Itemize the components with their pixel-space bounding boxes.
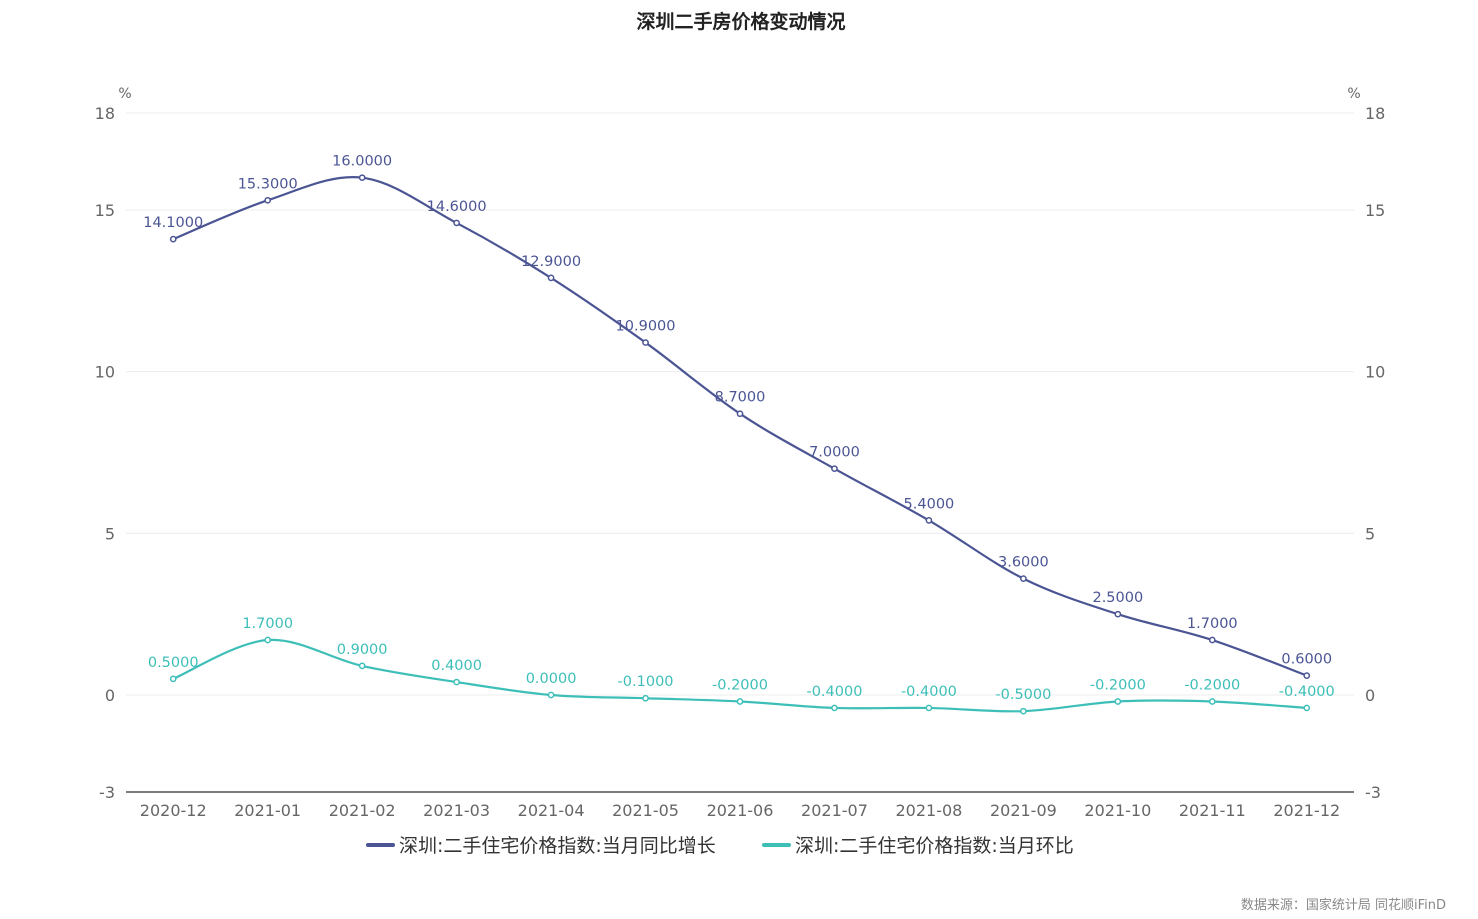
data-point[interactable] (1114, 698, 1122, 705)
data-label: 8.7000 (715, 390, 766, 406)
right-tick-label: 10 (1365, 363, 1385, 382)
data-point[interactable] (831, 704, 838, 712)
data-point[interactable] (736, 698, 744, 705)
data-point[interactable] (358, 174, 366, 182)
data-label: 0.5000 (148, 655, 199, 671)
x-tick-label: 2021-09 (990, 801, 1057, 820)
data-point[interactable] (831, 465, 838, 473)
data-label: 3.6000 (998, 555, 1049, 571)
source-note: 数据来源：国家统计局 同花顺iFinD (1241, 897, 1446, 913)
data-label: 5.4000 (904, 496, 955, 512)
data-label: -0.4000 (1279, 684, 1335, 700)
left-axis-ticks: -3 0 5 10 15 18 (95, 104, 115, 802)
grid-lines (126, 112, 1354, 793)
x-tick-label: 2020-12 (140, 801, 207, 820)
left-tick-label: 0 (105, 686, 115, 705)
data-point[interactable] (925, 517, 933, 524)
data-point[interactable] (1303, 672, 1311, 679)
data-label: 0.4000 (431, 658, 482, 674)
left-tick-label: 18 (95, 104, 115, 123)
left-tick-label: 15 (95, 201, 115, 220)
right-tick-label: -3 (1365, 783, 1381, 802)
left-axis-unit: % (118, 86, 131, 102)
data-label: 0.6000 (1281, 652, 1332, 668)
data-label: -0.4000 (901, 684, 957, 700)
legend-label-0[interactable]: 深圳:二手住宅价格指数:当月同比增长 (399, 835, 716, 857)
data-point[interactable] (453, 219, 460, 227)
data-point[interactable] (736, 410, 744, 418)
chart-title: 深圳二手房价格变动情况 (636, 10, 845, 33)
series-layer (169, 174, 1311, 715)
legend[interactable]: 深圳:二手住宅价格指数:当月同比增长 深圳:二手住宅价格指数:当月环比 (366, 835, 1074, 857)
data-label: 12.9000 (521, 254, 581, 270)
data-point[interactable] (1208, 698, 1216, 705)
left-tick-label: 5 (105, 524, 115, 543)
x-tick-label: 2021-05 (612, 801, 679, 820)
right-tick-label: 5 (1365, 524, 1375, 543)
right-tick-label: 15 (1365, 201, 1385, 220)
data-label: -0.1000 (618, 674, 674, 690)
x-tick-label: 2021-03 (423, 801, 490, 820)
data-label: 0.9000 (337, 642, 388, 658)
x-tick-label: 2021-01 (234, 801, 301, 820)
data-label: 14.6000 (427, 199, 487, 215)
data-label: 15.3000 (238, 176, 298, 192)
data-label: 2.5000 (1092, 590, 1143, 606)
data-point[interactable] (1114, 610, 1122, 618)
data-point[interactable] (1020, 575, 1027, 582)
data-point[interactable] (642, 694, 649, 702)
x-tick-label: 2021-06 (707, 801, 774, 820)
data-label: 16.0000 (332, 154, 392, 170)
x-axis-ticks: 2020-12 2021-01 2021-02 2021-03 2021-04 2021-… (140, 801, 1340, 820)
right-axis-unit: % (1347, 86, 1360, 102)
data-label: -0.5000 (995, 687, 1051, 703)
data-labels-layer: 14.1000 15.3000 16.0000 14.6000 12.9000 10.90… (143, 154, 1335, 704)
x-tick-label: 2021-07 (801, 801, 868, 820)
x-tick-label: 2021-10 (1084, 801, 1151, 820)
data-label: 1.7000 (1187, 616, 1238, 632)
right-tick-label: 0 (1365, 686, 1375, 705)
data-point[interactable] (1020, 707, 1027, 715)
data-point[interactable] (925, 704, 933, 712)
left-tick-label: 10 (95, 363, 115, 382)
x-tick-label: 2021-12 (1273, 801, 1340, 820)
data-point[interactable] (453, 678, 460, 686)
data-label: -0.4000 (806, 684, 862, 700)
data-point[interactable] (169, 235, 177, 243)
data-point[interactable] (547, 274, 555, 282)
left-tick-label: -3 (99, 783, 115, 802)
data-label: 10.9000 (616, 319, 676, 335)
data-label: 0.0000 (526, 671, 577, 687)
data-point[interactable] (169, 675, 177, 683)
right-axis-ticks: -3 0 5 10 15 18 (1365, 104, 1385, 802)
data-label: 7.0000 (809, 445, 860, 461)
data-point[interactable] (1208, 636, 1216, 644)
legend-label-1[interactable]: 深圳:二手住宅价格指数:当月环比 (795, 835, 1074, 857)
data-label: -0.2000 (712, 677, 768, 693)
x-tick-label: 2021-04 (518, 801, 585, 820)
data-point[interactable] (358, 662, 366, 670)
data-point[interactable] (642, 339, 649, 346)
data-point[interactable] (547, 691, 555, 699)
data-point[interactable] (264, 196, 272, 204)
x-tick-label: 2021-08 (895, 801, 962, 820)
data-label: -0.2000 (1090, 677, 1146, 693)
data-label: -0.2000 (1184, 677, 1240, 693)
x-tick-label: 2021-11 (1179, 801, 1246, 820)
data-label: 14.1000 (143, 215, 203, 231)
x-tick-label: 2021-02 (329, 801, 396, 820)
data-label: 1.7000 (242, 616, 293, 632)
data-point[interactable] (1303, 704, 1311, 712)
right-tick-label: 18 (1365, 104, 1385, 123)
data-point[interactable] (264, 636, 272, 644)
